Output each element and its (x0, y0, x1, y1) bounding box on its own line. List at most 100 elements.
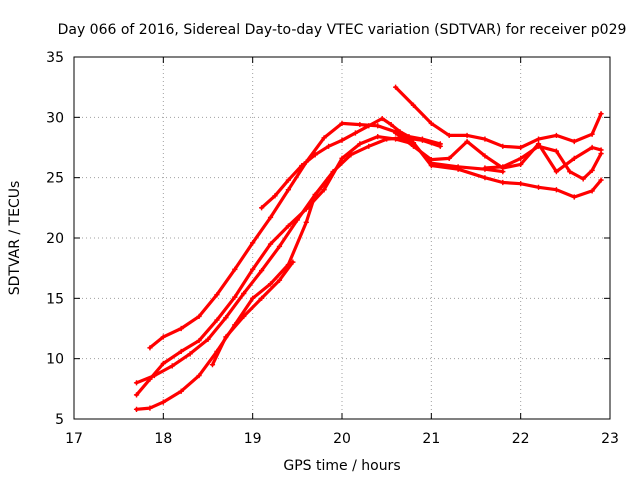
data-point (437, 141, 443, 147)
data-point (321, 135, 327, 141)
series-s4 (209, 259, 296, 368)
data-point (223, 334, 229, 340)
x-axis-label: GPS time / hours (283, 458, 400, 474)
data-point (133, 406, 140, 412)
data-point (553, 148, 559, 154)
data-point (375, 123, 381, 129)
series-s7 (393, 84, 604, 151)
data-point (535, 136, 542, 142)
data-point (169, 363, 175, 369)
data-point (589, 131, 595, 137)
y-axis-label: SDTVAR / TECUs (7, 181, 23, 296)
data-point (133, 380, 140, 386)
data-point (366, 123, 372, 129)
chart-title: Day 066 of 2016, Sidereal Day-to-day VTE… (58, 22, 627, 38)
data-point (250, 266, 256, 272)
data-point (267, 214, 274, 221)
data-point (482, 175, 488, 181)
data-point (272, 193, 278, 199)
series-s6 (259, 115, 443, 211)
data-point (339, 120, 345, 126)
x-tick-label: 17 (65, 431, 83, 447)
x-tick-label: 18 (154, 431, 172, 447)
data-point (196, 372, 202, 379)
data-point (589, 144, 595, 151)
data-point (518, 144, 524, 151)
data-point (312, 152, 318, 158)
data-point (500, 164, 506, 170)
data-point (160, 334, 166, 340)
y-tick-label: 25 (46, 171, 64, 187)
data-point (589, 167, 595, 174)
data-point (241, 290, 247, 297)
data-point (518, 155, 524, 161)
data-point (553, 187, 559, 193)
data-point (232, 294, 238, 300)
data-point (410, 143, 417, 149)
x-tick-label: 21 (422, 431, 440, 447)
x-tick-label: 20 (333, 431, 351, 447)
data-point (571, 194, 577, 200)
data-point (446, 132, 452, 139)
series-trace (210, 260, 295, 367)
data-point (267, 281, 274, 287)
data-point (250, 240, 256, 246)
plot-frame (73, 56, 611, 420)
data-point (410, 102, 417, 108)
data-point (339, 137, 345, 143)
data-point (250, 295, 256, 301)
data-point (589, 188, 595, 194)
data-point (553, 132, 559, 139)
data-point (147, 376, 153, 382)
data-point (303, 219, 309, 225)
data-point (406, 134, 412, 140)
data-point (571, 155, 577, 161)
data-point (428, 120, 434, 126)
data-point (312, 191, 318, 198)
data-point (393, 136, 399, 142)
data-point (482, 136, 488, 142)
data-point (205, 336, 211, 342)
data-point (500, 179, 506, 186)
data-point (285, 223, 291, 229)
data-point (303, 206, 309, 212)
data-point (428, 163, 434, 169)
y-tick-label: 15 (46, 291, 64, 307)
tick-labels: 17 18 19 20 21 22 23 5 10 15 20 25 30 35 (46, 50, 619, 447)
data-point (379, 115, 385, 122)
data-point (567, 169, 573, 175)
data-point (535, 143, 542, 149)
y-tick-label: 5 (55, 412, 64, 428)
data-point (598, 150, 604, 157)
data-point (357, 121, 363, 128)
data-point (267, 241, 274, 247)
series-s9 (482, 143, 604, 182)
data-point (223, 315, 229, 321)
data-point (299, 163, 305, 169)
data-point (464, 132, 470, 139)
x-tick-label: 23 (601, 431, 619, 447)
data-point (259, 205, 265, 211)
data-point (196, 313, 202, 320)
data-point (326, 143, 332, 149)
data-point (446, 155, 452, 161)
data-point (259, 267, 265, 274)
data-point (580, 176, 586, 182)
data-point (375, 134, 381, 140)
data-point (178, 325, 184, 332)
data-point (419, 136, 425, 142)
data-point (553, 169, 559, 175)
data-point (339, 155, 345, 161)
data-point (598, 177, 604, 183)
data-point (290, 259, 296, 265)
x-tick-label: 22 (512, 431, 530, 447)
data-point (187, 351, 193, 357)
data-point (455, 166, 461, 172)
data-point (366, 143, 372, 149)
data-point (178, 348, 184, 355)
data-point (285, 177, 291, 183)
data-point (357, 141, 363, 147)
data-point (571, 138, 577, 145)
y-tick-label: 20 (46, 231, 64, 247)
